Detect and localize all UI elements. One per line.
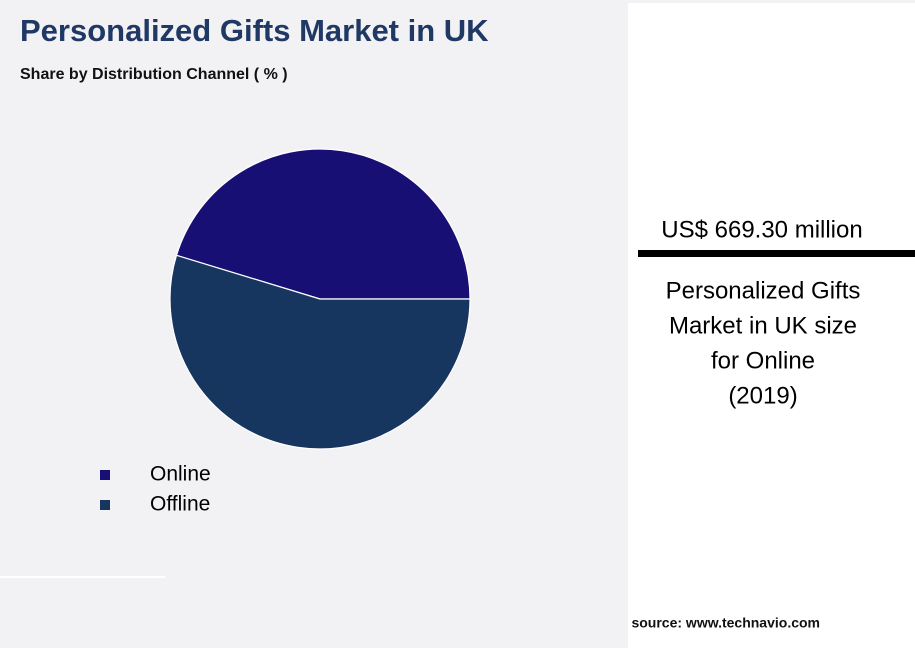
legend-label: Online (150, 463, 211, 486)
legend-marker (100, 500, 110, 510)
chart-subtitle: Share by Distribution Channel ( % ) (20, 66, 288, 83)
chart-title: Personalized Gifts Market in UK (20, 13, 489, 48)
callout-line: Market in UK size (669, 312, 857, 339)
callout-rule (638, 250, 915, 257)
pie-slice (169, 254, 471, 450)
side-panel (628, 3, 915, 648)
pie-slice (175, 148, 471, 300)
callout-line: for Online (711, 347, 815, 374)
source: source: www.technavio.com (631, 615, 820, 631)
callout-line: Personalized Gifts (666, 277, 861, 304)
callout-value: US$ 669.30 million (661, 216, 862, 243)
legend-label: Offline (150, 493, 210, 516)
legend-marker (100, 470, 110, 480)
callout-line: (2019) (728, 382, 797, 409)
divider (0, 576, 165, 578)
